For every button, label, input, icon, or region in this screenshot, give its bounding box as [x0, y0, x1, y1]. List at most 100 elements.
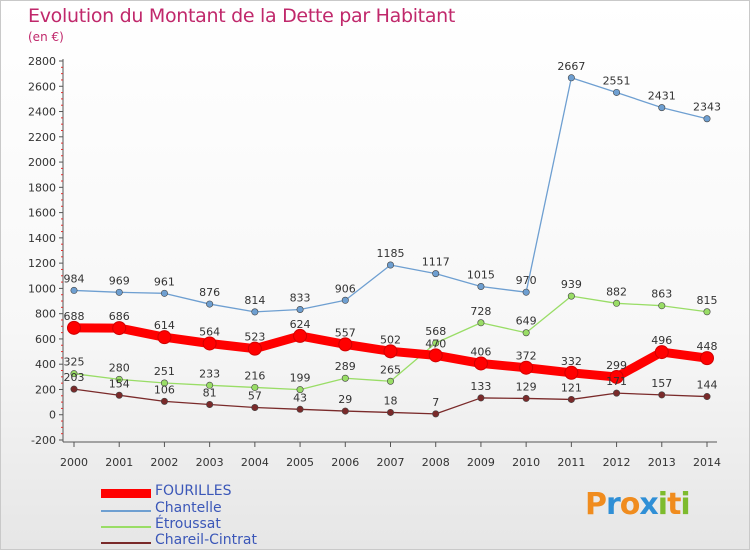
y-tick-label: 1800	[28, 181, 56, 194]
data-label-fourilles: 564	[199, 325, 220, 338]
data-point-etroussat	[296, 386, 304, 394]
y-tick-label: 0	[49, 409, 56, 422]
data-label-chareil-cintrat: 29	[338, 393, 352, 406]
data-point-chantelle	[296, 305, 304, 313]
data-point-chareil-cintrat	[567, 395, 575, 403]
data-point-chantelle	[522, 288, 530, 296]
data-label-chareil-cintrat: 133	[470, 380, 491, 393]
data-label-chantelle: 814	[244, 294, 265, 307]
data-point-fourilles	[293, 328, 308, 343]
data-label-fourilles: 372	[516, 350, 537, 363]
data-point-chareil-cintrat	[703, 393, 711, 401]
data-point-fourilles	[202, 336, 217, 351]
data-label-fourilles: 502	[380, 333, 401, 346]
data-label-chantelle: 984	[64, 272, 85, 285]
y-tick-label: 2000	[28, 156, 56, 169]
data-label-chantelle: 1185	[377, 247, 405, 260]
data-label-etroussat: 939	[561, 278, 582, 291]
x-tick-label: 2008	[422, 456, 450, 469]
data-label-etroussat: 649	[516, 315, 537, 328]
data-point-chareil-cintrat	[522, 394, 530, 402]
y-tick-label: 2800	[28, 55, 56, 68]
data-point-chantelle	[567, 74, 575, 82]
legend-swatch-etroussat	[101, 526, 151, 528]
legend-label-fourilles: FOURILLES	[155, 483, 232, 499]
data-label-etroussat: 815	[697, 294, 718, 307]
data-label-etroussat: 216	[244, 369, 265, 382]
data-label-chareil-cintrat: 154	[109, 377, 130, 390]
data-label-chareil-cintrat: 157	[651, 377, 672, 390]
y-tick-label: 400	[35, 358, 56, 371]
y-tick-label: 200	[35, 383, 56, 396]
data-point-chantelle	[70, 286, 78, 294]
data-point-etroussat	[386, 377, 394, 385]
unit-label: (en €)	[28, 30, 64, 44]
data-point-chareil-cintrat	[70, 385, 78, 393]
x-tick-label: 2004	[241, 456, 269, 469]
data-label-fourilles: 332	[561, 355, 582, 368]
legend-swatch-chareil-cintrat	[101, 542, 151, 544]
data-label-chareil-cintrat: 81	[203, 387, 217, 400]
x-tick-label: 2011	[557, 456, 585, 469]
data-point-etroussat	[703, 308, 711, 316]
x-tick-label: 2006	[331, 456, 359, 469]
y-tick-label: -200	[31, 434, 56, 447]
legend-swatch-fourilles	[101, 489, 151, 498]
data-label-fourilles: 496	[651, 334, 672, 347]
data-point-chantelle	[115, 288, 123, 296]
data-point-chareil-cintrat	[341, 407, 349, 415]
data-point-chantelle	[703, 115, 711, 123]
data-point-chareil-cintrat	[386, 408, 394, 416]
data-point-chantelle	[341, 296, 349, 304]
y-tick-label: 2200	[28, 131, 56, 144]
data-label-fourilles: 624	[290, 318, 311, 331]
data-point-etroussat	[522, 329, 530, 337]
legend-label-chantelle: Chantelle	[155, 500, 222, 516]
data-point-chareil-cintrat	[251, 404, 259, 412]
data-label-etroussat: 325	[64, 356, 85, 369]
data-point-chantelle	[251, 308, 259, 316]
y-tick-label: 600	[35, 333, 56, 346]
data-label-fourilles: 448	[697, 340, 718, 353]
x-tick-label: 2014	[693, 456, 721, 469]
data-point-fourilles	[564, 365, 579, 380]
data-label-etroussat: 568	[425, 325, 446, 338]
data-point-fourilles	[383, 344, 398, 359]
data-label-chantelle: 961	[154, 275, 175, 288]
legend-swatch-chantelle	[101, 510, 151, 512]
data-label-fourilles: 299	[606, 359, 627, 372]
legend-label-etroussat: Étroussat	[155, 516, 221, 532]
x-tick-label: 2010	[512, 456, 540, 469]
line-chart: -200 0 200 400 600 800 1000 1200 1400 1600 1800 200…	[28, 55, 721, 469]
data-point-chareil-cintrat	[658, 391, 666, 399]
data-label-chantelle: 970	[516, 274, 537, 287]
data-point-chareil-cintrat	[206, 401, 214, 409]
data-point-fourilles	[473, 356, 488, 371]
chart-title: Evolution du Montant de la Dette par Hab…	[28, 5, 456, 27]
y-tick-label: 800	[35, 308, 56, 321]
data-point-chareil-cintrat	[432, 410, 440, 418]
data-point-chantelle	[477, 283, 485, 291]
x-tick-label: 2007	[377, 456, 405, 469]
data-point-chantelle	[160, 289, 168, 297]
y-tick-label: 1600	[28, 207, 56, 220]
y-tick-label: 1000	[28, 282, 56, 295]
data-label-chareil-cintrat: 57	[248, 390, 262, 403]
data-label-fourilles: 686	[109, 310, 130, 323]
data-label-chantelle: 1015	[467, 269, 495, 282]
data-point-fourilles	[157, 330, 172, 345]
data-point-chareil-cintrat	[115, 391, 123, 399]
data-label-etroussat: 199	[290, 372, 311, 385]
data-label-chareil-cintrat: 171	[606, 375, 627, 388]
data-point-etroussat	[658, 302, 666, 310]
data-label-etroussat: 289	[335, 360, 356, 373]
data-label-chantelle: 2343	[693, 101, 721, 114]
data-label-chantelle: 876	[199, 286, 220, 299]
x-tick-label: 2003	[196, 456, 224, 469]
data-point-etroussat	[613, 299, 621, 307]
data-point-etroussat	[206, 381, 214, 389]
data-label-fourilles: 614	[154, 319, 175, 332]
data-label-etroussat: 882	[606, 285, 627, 298]
data-point-fourilles	[428, 348, 443, 363]
